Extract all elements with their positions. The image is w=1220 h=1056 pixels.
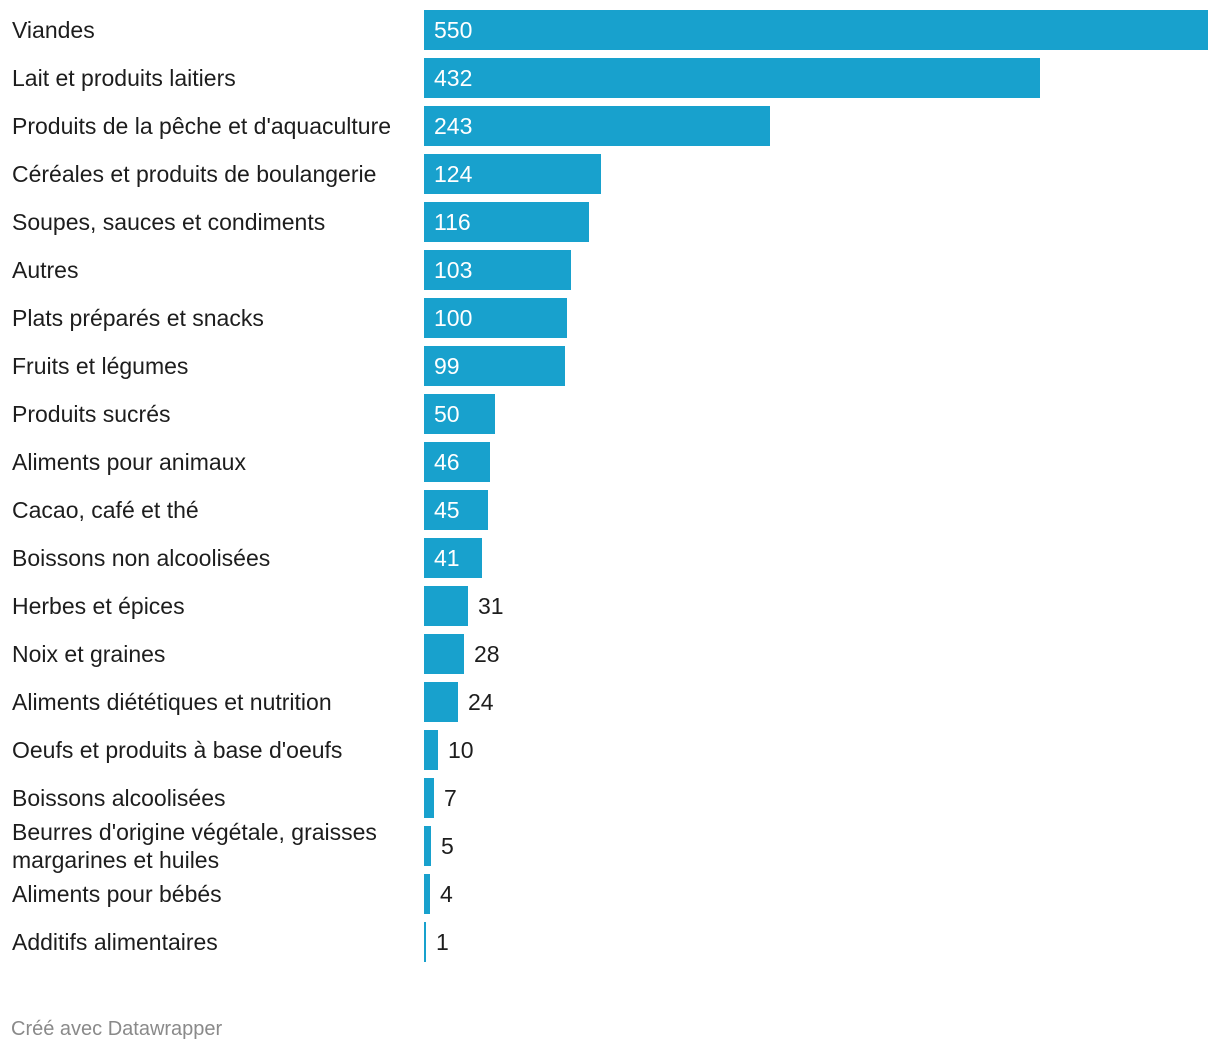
value-label: 1 [436, 928, 449, 955]
bar-row: Fruits et légumes 99 [0, 346, 1220, 394]
category-label: Autres [12, 257, 79, 283]
bar-row: Beurres d'origine végétale, graisses mar… [0, 819, 1220, 874]
value-label: 7 [444, 784, 457, 811]
value-label: 550 [434, 16, 473, 43]
category-label: Boissons alcoolisées [12, 785, 226, 811]
bar [424, 586, 468, 626]
datawrapper-credit[interactable]: Créé avec Datawrapper [11, 1018, 223, 1040]
value-label: 31 [478, 592, 504, 619]
value-label: 46 [434, 448, 460, 475]
category-label: Aliments pour bébés [12, 881, 222, 907]
category-label: Oeufs et produits à base d'oeufs [12, 737, 343, 763]
bar-chart: Viandes 550 Lait et produits laitiers 432 Pr… [0, 10, 1220, 970]
category-label: Noix et graines [12, 641, 166, 667]
bar [424, 202, 589, 242]
category-label: Céréales et produits de boulangerie [12, 161, 377, 187]
bar [424, 490, 488, 530]
bar [424, 826, 431, 866]
bar [424, 730, 438, 770]
value-label: 4 [440, 880, 453, 907]
value-label: 100 [434, 304, 473, 331]
value-label: 10 [448, 736, 474, 763]
category-label: Aliments pour animaux [12, 449, 246, 475]
category-label: Produits sucrés [12, 401, 171, 427]
category-label: Boissons non alcoolisées [12, 545, 271, 571]
bar-row: Viandes 550 [0, 10, 1220, 58]
value-label: 41 [434, 544, 460, 571]
category-label: Cacao, café et thé [12, 497, 199, 523]
category-label: Fruits et légumes [12, 353, 189, 379]
value-label: 45 [434, 496, 460, 523]
bar [424, 154, 601, 194]
bar-row: Produits sucrés 50 [0, 394, 1220, 442]
value-label: 103 [434, 256, 473, 283]
bar [424, 682, 458, 722]
bar-row: Cacao, café et thé 45 [0, 490, 1220, 538]
bar-row: Céréales et produits de boulangerie 124 [0, 154, 1220, 202]
category-label: Beurres d'origine végétale, graisses mar… [12, 819, 377, 873]
bar [424, 538, 482, 578]
bar-row: Soupes, sauces et condiments 116 [0, 202, 1220, 250]
bar [424, 394, 495, 434]
bar [424, 922, 426, 962]
value-label: 124 [434, 160, 473, 187]
bar-row: Autres 103 [0, 250, 1220, 298]
bar [424, 778, 434, 818]
value-label: 99 [434, 352, 460, 379]
bar-row: Aliments pour animaux 46 [0, 442, 1220, 490]
bar [424, 442, 490, 482]
category-label: Produits de la pêche et d'aquaculture [12, 113, 392, 139]
category-label: Herbes et épices [12, 593, 185, 619]
category-label: Soupes, sauces et condiments [12, 209, 326, 235]
bar-row: Noix et graines 28 [0, 634, 1220, 682]
bar-row: Boissons non alcoolisées 41 [0, 538, 1220, 586]
category-label: Viandes [12, 17, 95, 43]
bar [424, 58, 1040, 98]
bar-row: Aliments pour bébés 4 [0, 874, 1220, 922]
value-label: 28 [474, 640, 500, 667]
bar [424, 106, 770, 146]
category-label: Lait et produits laitiers [12, 65, 236, 91]
bar [424, 298, 567, 338]
value-label: 24 [468, 688, 494, 715]
bar-row: Herbes et épices 31 [0, 586, 1220, 634]
bar-row: Oeufs et produits à base d'oeufs 10 [0, 730, 1220, 778]
bar-row: Plats préparés et snacks 100 [0, 298, 1220, 346]
value-label: 432 [434, 64, 473, 91]
value-label: 50 [434, 400, 460, 427]
bar-row: Produits de la pêche et d'aquaculture 243 [0, 106, 1220, 154]
value-label: 243 [434, 112, 473, 139]
value-label: 5 [441, 832, 454, 859]
bar [424, 634, 464, 674]
bar-row: Lait et produits laitiers 432 [0, 58, 1220, 106]
bar [424, 250, 571, 290]
category-label: Plats préparés et snacks [12, 305, 264, 331]
value-label: 116 [434, 208, 471, 235]
bar-row: Additifs alimentaires 1 [0, 922, 1220, 970]
bar-row: Boissons alcoolisées 7 [0, 778, 1220, 826]
bar-row: Aliments diététiques et nutrition 24 [0, 682, 1220, 730]
bar [424, 874, 430, 914]
bar [424, 346, 565, 386]
category-label: Additifs alimentaires [12, 929, 218, 955]
bar [424, 10, 1208, 50]
category-label: Aliments diététiques et nutrition [12, 689, 332, 715]
